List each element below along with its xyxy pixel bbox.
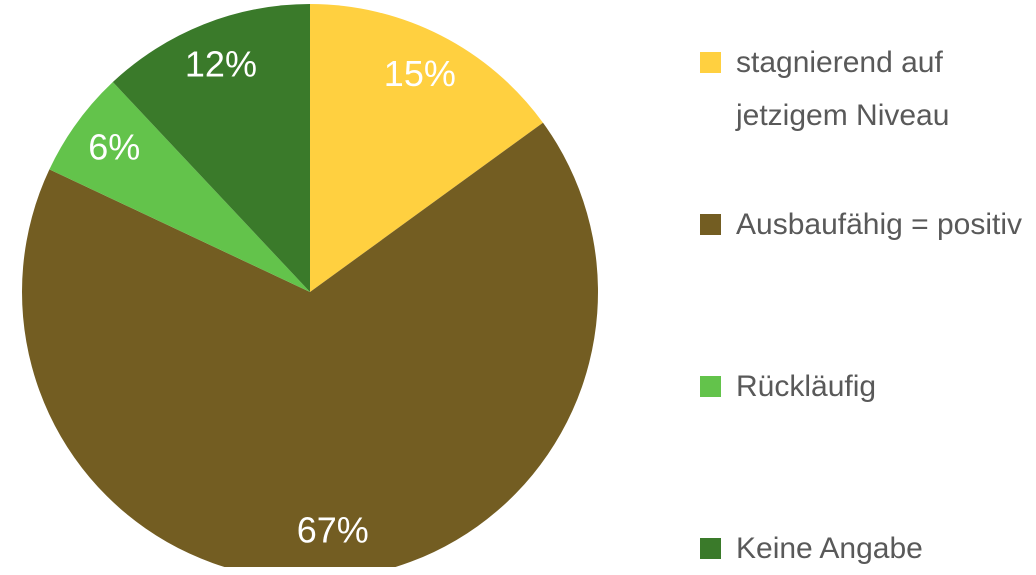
data-label: 15% xyxy=(384,53,456,94)
pie-slice xyxy=(22,122,598,567)
legend-swatch xyxy=(700,376,721,397)
pie-slice xyxy=(49,82,310,292)
data-label: 67% xyxy=(297,509,369,550)
legend-swatch xyxy=(700,214,721,235)
legend-item: stagnierend auf jetzigem Niveau xyxy=(700,36,1026,142)
legend-label: stagnierend auf jetzigem Niveau xyxy=(736,46,950,132)
legend-swatch xyxy=(700,52,721,73)
legend-label: Rückläufig xyxy=(736,370,877,403)
data-label: 6% xyxy=(88,126,140,167)
legend-item: Ausbaufähig = positiv xyxy=(700,198,1026,251)
legend-label: Keine Angabe xyxy=(736,532,923,565)
pie-slice xyxy=(310,4,543,292)
legend-label: Ausbaufähig = positiv xyxy=(736,208,1023,241)
legend-item: Rückläufig xyxy=(700,360,1026,413)
data-label: 12% xyxy=(185,44,257,85)
legend-item: Keine Angabe xyxy=(700,522,1026,575)
legend-swatch xyxy=(700,538,721,559)
pie-slice xyxy=(112,4,310,292)
